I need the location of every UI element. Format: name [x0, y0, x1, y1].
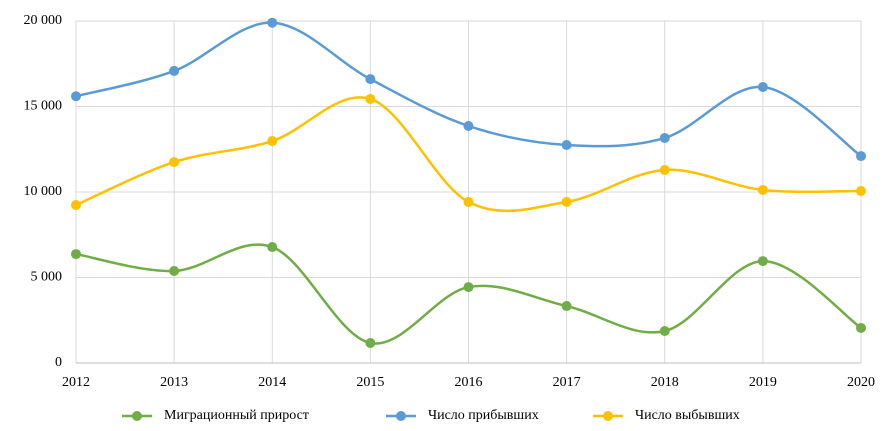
legend-label: Миграционный прирост	[164, 408, 309, 423]
legend-label: Число прибывших	[428, 408, 539, 423]
legend-marker	[132, 411, 142, 421]
data-point	[757, 82, 768, 93]
x-tick-label: 2019	[749, 375, 777, 390]
x-tick-label: 2013	[160, 375, 188, 390]
data-point	[856, 151, 866, 162]
legend-marker	[396, 411, 406, 421]
data-point	[365, 74, 376, 85]
y-tick-label: 10 000	[24, 184, 63, 199]
data-point	[463, 196, 474, 207]
legend-label: Число выбывших	[635, 408, 740, 423]
y-tick-label: 15 000	[24, 99, 63, 114]
data-point	[267, 17, 278, 28]
data-point	[267, 136, 278, 147]
data-point	[856, 185, 866, 196]
data-point	[365, 93, 376, 104]
data-point	[856, 322, 866, 333]
legend-marker	[603, 411, 613, 421]
x-tick-label: 2016	[455, 375, 483, 390]
y-tick-label: 20 000	[24, 13, 63, 28]
series-line	[75, 96, 862, 213]
data-point	[757, 256, 768, 267]
data-point	[71, 249, 81, 260]
data-point	[71, 199, 81, 210]
y-tick-label: 0	[55, 355, 62, 370]
data-point	[365, 337, 376, 348]
y-tick-label: 5 000	[31, 270, 63, 285]
x-tick-label: 2017	[553, 375, 581, 390]
data-point	[169, 266, 180, 277]
x-tick-label: 2014	[258, 375, 286, 390]
data-point	[463, 282, 474, 293]
x-tick-label: 2018	[651, 375, 679, 390]
data-point	[757, 184, 768, 195]
data-point	[659, 132, 670, 143]
data-point	[71, 91, 81, 102]
data-point	[169, 65, 180, 76]
x-tick-label: 2015	[356, 375, 384, 390]
data-point	[561, 301, 572, 312]
data-point	[463, 120, 474, 131]
data-point	[267, 242, 278, 253]
x-tick-label: 2012	[62, 375, 90, 390]
x-tick-label: 2020	[847, 375, 875, 390]
data-point	[659, 326, 670, 337]
data-point	[561, 139, 572, 150]
data-point	[659, 164, 670, 175]
data-point	[561, 196, 572, 207]
data-point	[169, 157, 180, 168]
